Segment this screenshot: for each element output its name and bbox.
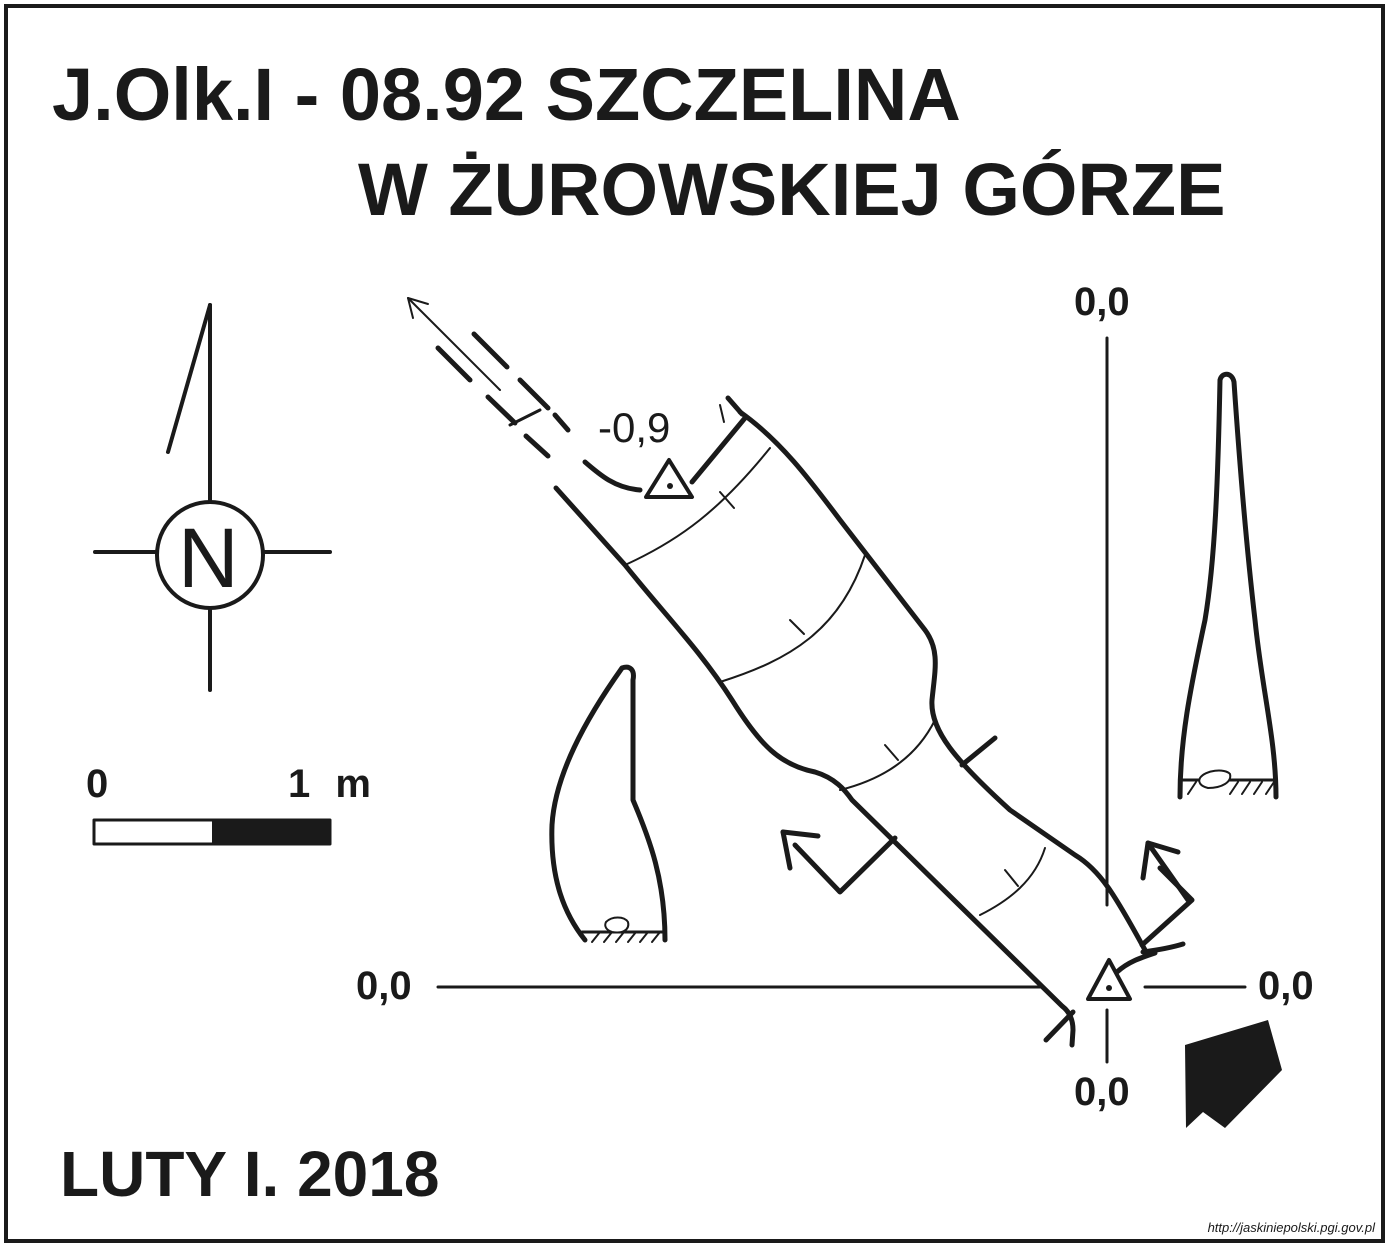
cave-outline xyxy=(553,395,1195,1048)
cross-section-marker-east xyxy=(1139,865,1195,948)
datum-label-top: 0,0 xyxy=(1074,280,1130,324)
survey-station-dot xyxy=(667,483,673,489)
depth-label: -0,9 xyxy=(598,404,671,451)
scale-end-label: 1 m xyxy=(288,762,371,806)
contour-tick xyxy=(789,619,805,635)
cave-entrance-tick-west xyxy=(1043,1009,1076,1043)
survey-station-dot xyxy=(1106,985,1112,991)
cave-east-tick xyxy=(959,735,998,768)
source-url: http://jaskiniepolski.pgi.gov.pl xyxy=(1207,1220,1375,1235)
cave-title-line1: J.Olk.I - 08.92 SZCZELINA xyxy=(52,53,961,136)
cave-continuation-dashed xyxy=(435,331,571,459)
contour-tick xyxy=(1004,869,1019,887)
dash-segment xyxy=(435,345,473,383)
contour-tick xyxy=(719,491,735,509)
scale-start-label: 0 xyxy=(86,762,109,806)
direction-arrowhead-icon xyxy=(407,297,429,319)
cave-contours xyxy=(624,404,1046,916)
scale-bar xyxy=(92,818,332,846)
cross-section-arrow-shaft-east xyxy=(1147,843,1191,903)
cave-west-wall xyxy=(553,485,1076,1048)
contour-tick xyxy=(884,744,899,761)
compass xyxy=(93,303,332,692)
datum-label-left: 0,0 xyxy=(356,964,412,1008)
contour-line xyxy=(719,554,866,683)
survey-date: LUTY I. 2018 xyxy=(60,1138,440,1210)
cave-wall-segment xyxy=(689,415,748,485)
cave-entrance-east-wall xyxy=(1140,941,1186,955)
compass-north-letter: N xyxy=(178,511,239,605)
contour-line xyxy=(979,847,1046,916)
dash-segment xyxy=(552,412,571,433)
cross-section-arrowhead-west-a xyxy=(780,829,821,839)
survey-station-north xyxy=(644,458,694,499)
cave-wall-end-tick xyxy=(725,395,745,417)
cross-section-outline xyxy=(1177,371,1279,800)
cross-section-west xyxy=(549,664,668,943)
cross-section-arrowhead-east-b xyxy=(1140,840,1151,881)
scale-bar-black-segment xyxy=(212,820,330,844)
cave-title-line2: W ŻUROWSKIEJ GÓRZE xyxy=(358,148,1226,231)
contour-tick xyxy=(719,404,725,423)
survey-station-triangle-icon xyxy=(1086,958,1132,1001)
dash-segment xyxy=(485,394,518,426)
dash-segment xyxy=(471,331,510,370)
cross-section-marker-west xyxy=(792,835,898,895)
map-frame xyxy=(4,4,1385,1243)
datum-label-right: 0,0 xyxy=(1258,964,1314,1008)
cave-wall-north-curve xyxy=(582,459,643,493)
survey-station-entrance xyxy=(1086,958,1132,1001)
cross-section-outline xyxy=(549,664,668,943)
compass-circle xyxy=(155,500,265,610)
dash-tick xyxy=(508,408,542,427)
cave-entrance-curve xyxy=(1114,950,1158,975)
survey-station-triangle-icon xyxy=(644,458,694,499)
entrance-arrow-icon xyxy=(1185,1020,1282,1128)
cross-section-arrowhead-east-a xyxy=(1145,840,1181,855)
dash-segment xyxy=(517,377,551,411)
north-arrow-icon xyxy=(166,303,212,454)
cross-section-arrowhead-west-b xyxy=(780,829,793,871)
rock-icon xyxy=(1198,769,1232,789)
contour-line xyxy=(624,447,771,566)
cross-section-east xyxy=(1177,371,1279,800)
floor-hatching xyxy=(591,931,661,943)
datum-label-bottom: 0,0 xyxy=(1074,1070,1130,1114)
cave-east-wall xyxy=(737,409,1148,953)
contour-line xyxy=(839,719,936,791)
floor-hatching xyxy=(1187,781,1275,795)
direction-arrow-line xyxy=(407,297,501,391)
rock-icon xyxy=(604,916,630,934)
dash-segment xyxy=(523,433,551,459)
